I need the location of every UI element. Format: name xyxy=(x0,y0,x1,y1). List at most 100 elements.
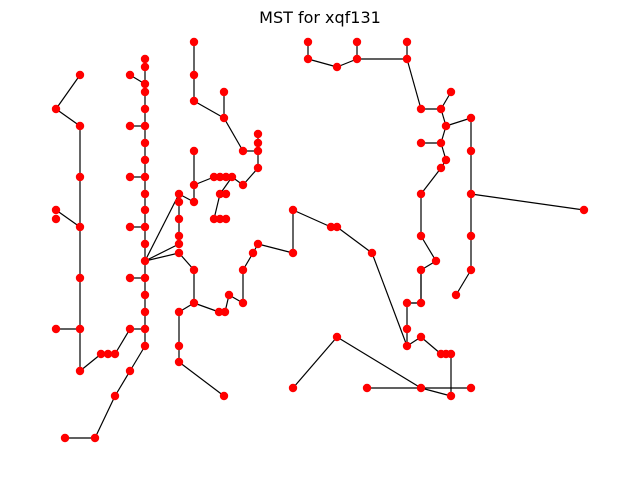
mst-node xyxy=(214,307,224,317)
mst-node xyxy=(60,433,70,443)
mst-edge xyxy=(420,235,437,262)
mst-node xyxy=(125,172,135,182)
mst-edges xyxy=(55,42,585,439)
mst-edge xyxy=(420,167,442,195)
mst-node xyxy=(209,172,219,182)
mst-node xyxy=(125,273,135,283)
mst-node xyxy=(288,248,298,258)
mst-node xyxy=(110,391,120,401)
mst-node xyxy=(174,214,184,224)
mst-edge xyxy=(406,58,422,110)
mst-node xyxy=(215,189,225,199)
mst-node xyxy=(221,214,231,224)
mst-node xyxy=(466,189,476,199)
mst-node xyxy=(224,290,234,300)
mst-node xyxy=(140,222,150,232)
mst-node xyxy=(466,383,476,393)
mst-node xyxy=(75,121,85,131)
mst-node xyxy=(416,231,426,241)
mst-node xyxy=(189,146,199,156)
mst-node xyxy=(174,357,184,367)
mst-node xyxy=(352,37,362,47)
mst-edge xyxy=(193,302,220,313)
mst-node xyxy=(189,197,199,207)
mst-node xyxy=(140,205,150,215)
mst-edge xyxy=(213,193,221,220)
mst-edge xyxy=(223,117,244,152)
mst-edge xyxy=(292,336,338,389)
mst-node xyxy=(90,433,100,443)
mst-node xyxy=(248,248,258,258)
mst-node xyxy=(416,265,426,275)
mst-node xyxy=(96,349,106,359)
mst-node xyxy=(140,341,150,351)
mst-node xyxy=(238,298,248,308)
mst-node xyxy=(140,87,150,97)
mst-edge xyxy=(371,252,408,347)
mst-edge xyxy=(55,209,81,228)
mst-node xyxy=(219,391,229,401)
mst-edge xyxy=(144,193,180,262)
mst-node xyxy=(75,324,85,334)
mst-edge xyxy=(445,117,472,127)
mst-node xyxy=(140,189,150,199)
mst-node xyxy=(352,54,362,64)
mst-node xyxy=(466,113,476,123)
mst-node xyxy=(209,214,219,224)
mst-node xyxy=(140,138,150,148)
mst-edge xyxy=(336,336,422,389)
mst-node xyxy=(332,62,342,72)
mst-edge xyxy=(455,269,472,296)
mst-edge xyxy=(292,209,332,228)
mst-edge xyxy=(55,108,81,127)
mst-node xyxy=(446,87,456,97)
mst-node xyxy=(174,197,184,207)
mst-node xyxy=(441,155,451,165)
mst-node xyxy=(288,383,298,393)
mst-node xyxy=(174,231,184,241)
mst-node xyxy=(110,349,120,359)
mst-node xyxy=(140,256,150,266)
mst-edge xyxy=(336,226,373,254)
mst-node xyxy=(51,205,61,215)
mst-node xyxy=(416,104,426,114)
mst-node xyxy=(416,383,426,393)
mst-node xyxy=(446,349,456,359)
mst-node xyxy=(466,146,476,156)
mst-node xyxy=(362,383,372,393)
mst-node xyxy=(579,205,589,215)
mst-edge xyxy=(114,328,131,355)
mst-node xyxy=(140,54,150,64)
mst-node xyxy=(238,180,248,190)
mst-node xyxy=(253,138,263,148)
mst-node xyxy=(189,37,199,47)
mst-edge xyxy=(55,74,81,110)
mst-node xyxy=(303,37,313,47)
mst-node xyxy=(140,273,150,283)
mst-node xyxy=(189,265,199,275)
mst-edge xyxy=(257,243,294,254)
mst-edge xyxy=(94,395,116,439)
mst-node xyxy=(332,222,342,232)
mst-node xyxy=(140,324,150,334)
mst-node xyxy=(402,324,412,334)
mst-edge xyxy=(420,387,452,397)
mst-node xyxy=(436,104,446,114)
mst-node xyxy=(103,349,113,359)
mst-edge xyxy=(420,336,442,355)
mst-node xyxy=(288,205,298,215)
mst-edge xyxy=(470,193,585,211)
mst-node xyxy=(140,290,150,300)
mst-node xyxy=(466,265,476,275)
mst-node xyxy=(431,256,441,266)
mst-node xyxy=(436,163,446,173)
mst-node xyxy=(402,37,412,47)
mst-node xyxy=(332,332,342,342)
mst-node xyxy=(140,239,150,249)
mst-edge xyxy=(144,252,180,262)
mst-node xyxy=(416,332,426,342)
mst-edge xyxy=(193,100,225,119)
mst-node xyxy=(215,172,225,182)
mst-node xyxy=(227,172,237,182)
